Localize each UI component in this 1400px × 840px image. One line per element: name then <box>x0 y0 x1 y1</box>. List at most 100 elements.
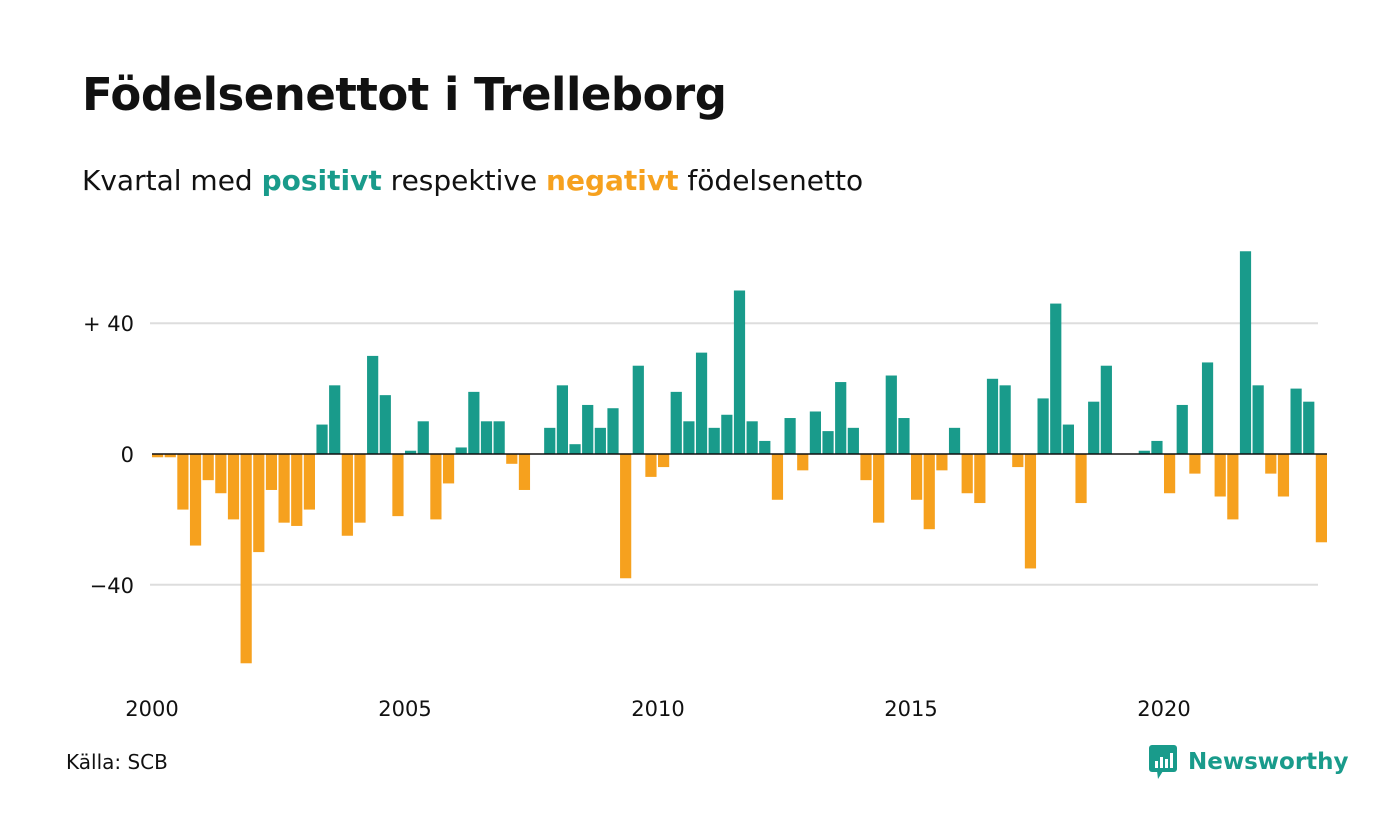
bar-positive <box>1151 440 1163 454</box>
bar-negative <box>658 454 670 468</box>
bar-negative <box>1227 454 1239 520</box>
bar-positive <box>1176 404 1188 454</box>
bar-positive <box>582 404 594 454</box>
bar-positive <box>733 290 746 454</box>
bar-negative <box>1164 454 1176 494</box>
bar-negative <box>771 454 784 500</box>
bar-negative <box>291 454 303 526</box>
bar-negative <box>215 454 227 494</box>
subtitle-negative-word: negativt <box>546 164 679 197</box>
bar-positive <box>708 427 720 454</box>
bar-negative <box>923 454 935 530</box>
bar-positive <box>594 427 606 454</box>
bar-positive <box>480 421 493 454</box>
bar-negative <box>354 454 366 523</box>
bar-negative <box>1075 454 1087 504</box>
bar-positive <box>1201 362 1214 454</box>
bar-negative <box>873 454 885 523</box>
bar-negative <box>164 454 176 458</box>
bar-negative <box>1315 454 1327 543</box>
bar-negative <box>1265 454 1277 474</box>
bar-negative <box>202 454 214 481</box>
bar-negative <box>177 454 189 510</box>
speech-bubble-bar-chart-icon <box>1149 745 1177 779</box>
bar-positive <box>632 365 644 454</box>
bar-negative <box>1214 454 1226 497</box>
bar-positive <box>417 421 429 454</box>
bar-positive <box>316 424 328 454</box>
bar-negative <box>936 454 948 471</box>
bar-positive <box>835 382 847 454</box>
bar-negative <box>797 454 809 471</box>
bar-negative <box>430 454 442 520</box>
bar-positive <box>847 427 859 454</box>
bar-positive <box>607 408 619 454</box>
bar-positive <box>1290 388 1302 454</box>
bar-positive <box>405 450 417 454</box>
bar-negative <box>303 454 315 510</box>
newsworthy-logo: Newsworthy <box>1148 744 1349 780</box>
bar-positive <box>822 431 834 454</box>
subtitle-middle: respektive <box>381 164 547 197</box>
bar-negative <box>341 454 353 536</box>
subtitle-prefix: Kvartal med <box>82 164 262 197</box>
bar-positive <box>1062 424 1074 454</box>
bar-positive <box>367 355 379 454</box>
x-tick-label: 2010 <box>631 697 684 721</box>
bar-negative <box>442 454 455 484</box>
bar-positive <box>1100 365 1112 454</box>
bar-positive <box>544 427 556 454</box>
bar-positive <box>721 414 733 454</box>
source-note: Källa: SCB <box>66 750 168 774</box>
x-tick-label: 2015 <box>884 697 937 721</box>
bar-positive <box>1050 303 1062 454</box>
bar-positive <box>746 421 758 454</box>
bar-positive <box>379 395 391 454</box>
bar-negative <box>253 454 265 553</box>
bar-negative <box>961 454 973 494</box>
bar-positive <box>569 444 581 454</box>
bar-positive <box>670 391 682 454</box>
bar-negative <box>240 454 252 664</box>
bar-chart: + 40 0 −40 2000 2005 2010 2015 2020 <box>83 251 1327 721</box>
bar-positive <box>1303 401 1315 454</box>
subtitle-positive-word: positivt <box>261 164 382 197</box>
bar-negative <box>227 454 240 520</box>
bar-negative <box>620 454 632 579</box>
x-tick-label: 2000 <box>125 697 178 721</box>
subtitle-suffix: födelsenetto <box>678 164 864 197</box>
bar-positive <box>329 385 341 454</box>
bar-negative <box>1189 454 1201 474</box>
bar-negative <box>860 454 872 481</box>
x-tick-label: 2005 <box>378 697 431 721</box>
bar-positive <box>999 385 1011 454</box>
bar-negative <box>518 454 531 490</box>
bar-negative <box>152 454 164 458</box>
bar-negative <box>974 454 986 504</box>
y-axis-labels: + 40 0 −40 <box>83 312 134 598</box>
chart-title: Födelsenettot i Trelleborg <box>82 68 727 121</box>
bar-positive <box>468 391 480 454</box>
bar-negative <box>189 454 202 546</box>
bar-positive <box>898 418 910 454</box>
bar-negative <box>1024 454 1037 569</box>
chart-subtitle: Kvartal med positivt respektive negativt… <box>82 164 863 197</box>
bar-negative <box>1012 454 1024 468</box>
bar-positive <box>1037 398 1049 454</box>
x-axis-labels: 2000 2005 2010 2015 2020 <box>125 697 1190 721</box>
bar-negative <box>265 454 278 490</box>
bar-positive <box>455 447 467 454</box>
logo-text: Newsworthy <box>1188 749 1349 775</box>
bar-positive <box>948 427 961 454</box>
bars <box>152 251 1327 664</box>
bar-positive <box>1252 385 1264 454</box>
bar-positive <box>1088 401 1100 454</box>
bar-positive <box>683 421 695 454</box>
bar-negative <box>392 454 404 517</box>
bar-positive <box>986 378 999 454</box>
y-tick-label: −40 <box>90 574 134 598</box>
bar-positive <box>1239 251 1252 454</box>
x-tick-label: 2020 <box>1137 697 1190 721</box>
bar-negative <box>506 454 518 464</box>
bar-positive <box>556 385 568 454</box>
